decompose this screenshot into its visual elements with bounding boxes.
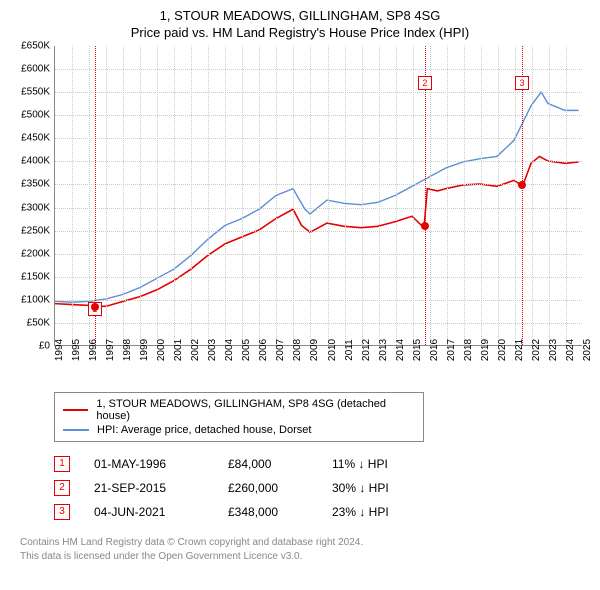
x-tick-label: 2003 <box>207 339 218 361</box>
x-tick-label: 2018 <box>463 339 474 361</box>
y-tick-label: £600K <box>21 64 50 75</box>
sale-badge: 3 <box>54 504 70 520</box>
legend-item: HPI: Average price, detached house, Dors… <box>63 423 415 437</box>
sale-badge: 1 <box>54 456 70 472</box>
x-tick-label: 2004 <box>224 339 235 361</box>
x-tick-label: 2011 <box>344 339 355 361</box>
sale-price: £84,000 <box>228 457 308 471</box>
sale-price: £348,000 <box>228 505 308 519</box>
x-tick-label: 2016 <box>429 339 440 361</box>
y-tick-label: £650K <box>21 41 50 52</box>
sale-delta: 11% ↓ HPI <box>332 457 432 471</box>
sale-row: 1 01-MAY-1996 £84,000 11% ↓ HPI <box>54 452 590 476</box>
x-tick-label: 1998 <box>122 339 133 361</box>
marker-line <box>425 46 426 345</box>
sale-point <box>518 181 526 189</box>
x-tick-label: 2010 <box>327 339 338 361</box>
attribution-line1: Contains HM Land Registry data © Crown c… <box>20 536 590 550</box>
y-tick-label: £50K <box>27 317 50 328</box>
x-tick-label: 1995 <box>71 339 82 361</box>
x-tick-label: 2005 <box>241 339 252 361</box>
x-axis: 1994199519961997199819992000200120022003… <box>54 346 582 386</box>
legend-label: 1, STOUR MEADOWS, GILLINGHAM, SP8 4SG (d… <box>96 398 415 422</box>
plot-area: 123 <box>54 46 582 346</box>
y-tick-label: £500K <box>21 110 50 121</box>
marker-line <box>522 46 523 345</box>
legend-swatch <box>63 409 88 411</box>
legend-label: HPI: Average price, detached house, Dors… <box>97 424 311 436</box>
sale-point <box>421 222 429 230</box>
x-tick-label: 2008 <box>292 339 303 361</box>
sale-date: 21-SEP-2015 <box>94 481 204 495</box>
x-tick-label: 2020 <box>497 339 508 361</box>
sale-point <box>91 303 99 311</box>
title-block: 1, STOUR MEADOWS, GILLINGHAM, SP8 4SG Pr… <box>10 8 590 40</box>
y-tick-label: £300K <box>21 202 50 213</box>
x-tick-label: 2021 <box>514 339 525 361</box>
y-tick-label: £150K <box>21 271 50 282</box>
y-tick-label: £100K <box>21 294 50 305</box>
legend-item: 1, STOUR MEADOWS, GILLINGHAM, SP8 4SG (d… <box>63 397 415 423</box>
x-tick-label: 2001 <box>173 339 184 361</box>
marker-line <box>95 46 96 345</box>
marker-badge: 3 <box>515 76 529 90</box>
sale-row: 2 21-SEP-2015 £260,000 30% ↓ HPI <box>54 476 590 500</box>
x-tick-label: 2019 <box>480 339 491 361</box>
x-tick-label: 2017 <box>446 339 457 361</box>
x-tick-label: 2024 <box>565 339 576 361</box>
x-tick-label: 2000 <box>156 339 167 361</box>
marker-badge: 2 <box>418 76 432 90</box>
attribution: Contains HM Land Registry data © Crown c… <box>20 536 590 563</box>
x-tick-label: 2014 <box>395 339 406 361</box>
legend: 1, STOUR MEADOWS, GILLINGHAM, SP8 4SG (d… <box>54 392 424 442</box>
y-tick-label: £450K <box>21 133 50 144</box>
sale-price: £260,000 <box>228 481 308 495</box>
x-tick-label: 2006 <box>258 339 269 361</box>
x-tick-label: 2007 <box>275 339 286 361</box>
series-line <box>55 92 579 302</box>
x-tick-label: 2012 <box>361 339 372 361</box>
sale-date: 01-MAY-1996 <box>94 457 204 471</box>
chart-container: 1, STOUR MEADOWS, GILLINGHAM, SP8 4SG Pr… <box>0 0 600 571</box>
sale-badge: 2 <box>54 480 70 496</box>
x-tick-label: 1997 <box>105 339 116 361</box>
sale-delta: 30% ↓ HPI <box>332 481 432 495</box>
x-tick-label: 2009 <box>309 339 320 361</box>
chart-area: £0 £50K £100K £150K £200K £250K £300K £350K £400… <box>10 46 590 386</box>
x-tick-label: 1999 <box>139 339 150 361</box>
x-tick-label: 2023 <box>548 339 559 361</box>
x-tick-label: 2002 <box>190 339 201 361</box>
legend-swatch <box>63 429 89 431</box>
y-tick-label: £550K <box>21 87 50 98</box>
x-tick-label: 1996 <box>88 339 99 361</box>
chart-subtitle: Price paid vs. HM Land Registry's House … <box>10 25 590 40</box>
y-tick-label: £200K <box>21 248 50 259</box>
sales-table: 1 01-MAY-1996 £84,000 11% ↓ HPI 2 21-SEP-2015… <box>54 452 590 524</box>
x-tick-label: 2015 <box>412 339 423 361</box>
sale-date: 04-JUN-2021 <box>94 505 204 519</box>
attribution-line2: This data is licensed under the Open Gov… <box>20 550 590 564</box>
sale-row: 3 04-JUN-2021 £348,000 23% ↓ HPI <box>54 500 590 524</box>
x-tick-label: 1994 <box>54 339 65 361</box>
y-tick-label: £350K <box>21 179 50 190</box>
x-tick-label: 2025 <box>582 339 593 361</box>
y-tick-label: £0 <box>39 341 50 352</box>
chart-title-address: 1, STOUR MEADOWS, GILLINGHAM, SP8 4SG <box>10 8 590 23</box>
x-tick-label: 2022 <box>531 339 542 361</box>
y-axis: £0£50K£100K£150K£200K£250K£300K£350K£400… <box>10 46 54 346</box>
sale-delta: 23% ↓ HPI <box>332 505 432 519</box>
y-tick-label: £400K <box>21 156 50 167</box>
x-tick-label: 2013 <box>378 339 389 361</box>
y-tick-label: £250K <box>21 225 50 236</box>
